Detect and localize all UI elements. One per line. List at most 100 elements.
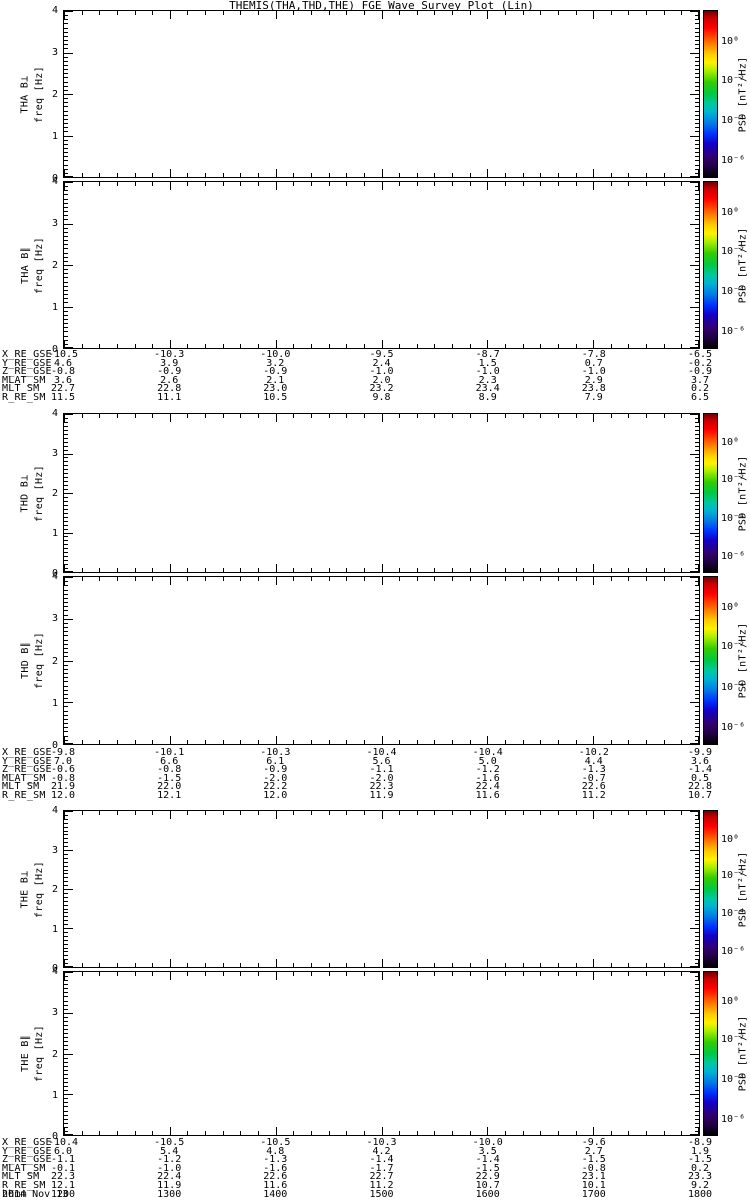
- y-axis-tick: [695, 1062, 699, 1063]
- y-axis-tick: [695, 240, 699, 241]
- y-axis-tick: [64, 533, 73, 534]
- freq-axis-label: freq [Hz]: [32, 413, 46, 573]
- y-axis-tick: [64, 438, 68, 439]
- x-axis-tick: [576, 1131, 577, 1135]
- freq-axis-text: freq [Hz]: [33, 464, 45, 522]
- x-axis-tick: [364, 811, 365, 815]
- y-axis-tick: [64, 23, 68, 24]
- x-axis-tick: [152, 740, 153, 744]
- y-axis-tick: [64, 635, 68, 636]
- x-axis-tick: [505, 414, 506, 418]
- y-axis-tick: [690, 1054, 699, 1055]
- x-axis-tick: [170, 182, 171, 190]
- y-axis-tick: [64, 681, 68, 682]
- y-axis-tick: [695, 590, 699, 591]
- x-axis-tick: [664, 740, 665, 744]
- panel-name-text: THD B∥: [19, 642, 31, 679]
- x-axis-tick: [223, 972, 224, 976]
- panel-name-label: THD B∥: [18, 576, 32, 745]
- y-axis-tick: [695, 340, 699, 341]
- y-axis-tick: [690, 966, 699, 967]
- y-axis-tick: [64, 736, 68, 737]
- colorbar-tick-label: 10⁰: [721, 834, 740, 846]
- x-axis-tick: [152, 811, 153, 815]
- x-axis-tick: [329, 811, 330, 815]
- x-axis-tick: [364, 740, 365, 744]
- x-axis-tick: [364, 577, 365, 581]
- x-axis-tick: [576, 811, 577, 815]
- spectrogram-panel-1-1: [63, 576, 700, 745]
- ephemeris-value: -1.5: [581, 1154, 606, 1166]
- y-axis-tick: [695, 1049, 699, 1050]
- x-axis-tick: [293, 11, 294, 15]
- y-axis-tick: [64, 1005, 68, 1006]
- x-axis-tick: [276, 182, 277, 190]
- x-axis-tick: [293, 972, 294, 976]
- y-axis-tick: [64, 302, 68, 303]
- x-axis-tick: [611, 740, 612, 744]
- ephemeris-row-label: MLT_SM: [2, 781, 40, 793]
- x-axis-tick: [364, 1131, 365, 1135]
- x-axis-tick: [523, 577, 524, 581]
- ephemeris-value: 5.6: [372, 755, 391, 767]
- x-axis-tick: [523, 414, 524, 418]
- x-axis-tick: [135, 577, 136, 581]
- y-axis-tick: [695, 1123, 699, 1124]
- y-axis-tick: [64, 513, 68, 514]
- y-axis-tick: [695, 901, 699, 902]
- y-axis-tick: [64, 219, 68, 220]
- x-axis-tick: [523, 568, 524, 572]
- ephemeris-value: -0.6: [50, 764, 76, 776]
- x-axis-tick: [223, 1131, 224, 1135]
- x-axis-tick: [399, 577, 400, 581]
- y-axis-tick: [64, 1078, 68, 1079]
- y-axis-tick: [695, 854, 699, 855]
- y-axis-tick: [695, 598, 699, 599]
- ephemeris-value: 23.3: [687, 1171, 713, 1183]
- y-tick-label: 1: [51, 131, 58, 142]
- x-axis-tick: [346, 577, 347, 581]
- ephemeris-value: 23.0: [263, 383, 288, 395]
- y-axis-tick: [64, 932, 68, 933]
- y-axis-tick: [64, 244, 68, 245]
- x-axis-tick: [346, 11, 347, 15]
- y-tick-label: 4: [51, 176, 58, 187]
- ephemeris-value: 23.8: [581, 383, 606, 395]
- y-axis-tick: [64, 11, 73, 12]
- y-axis-tick: [695, 44, 699, 45]
- y-tick-label: 3: [51, 47, 58, 58]
- y-axis-tick: [64, 1102, 68, 1103]
- x-axis-tick: [117, 568, 118, 572]
- y-axis-tick: [690, 577, 699, 578]
- y-axis-tick: [64, 743, 73, 744]
- y-axis-tick: [64, 298, 68, 299]
- y-axis-tick: [695, 327, 699, 328]
- x-axis-tick: [611, 963, 612, 967]
- y-axis-tick: [64, 951, 68, 952]
- x-axis-tick: [99, 568, 100, 572]
- y-axis-tick: [695, 944, 699, 945]
- y-axis-tick: [695, 690, 699, 691]
- x-axis-tick: [664, 811, 665, 815]
- x-axis-tick: [152, 173, 153, 177]
- x-axis-tick: [628, 568, 629, 572]
- x-axis-tick: [223, 740, 224, 744]
- y-axis-tick: [690, 928, 699, 929]
- ephemeris-value: 21.9: [50, 781, 76, 793]
- x-axis-tick: [681, 344, 682, 348]
- y-axis-tick: [695, 736, 699, 737]
- x-axis-tick: [311, 11, 312, 15]
- x-axis-tick: [540, 344, 541, 348]
- y-axis-tick: [695, 73, 699, 74]
- panel-name-label: THE B⊥: [18, 810, 32, 968]
- y-axis-tick: [64, 1001, 68, 1002]
- y-axis-tick: [695, 86, 699, 87]
- x-axis-tick: [576, 414, 577, 418]
- ephemeris-value: 22.3: [50, 1171, 76, 1183]
- ephemeris-value: 10.7: [687, 790, 713, 801]
- y-axis-tick: [695, 686, 699, 687]
- y-axis-tick: [695, 1102, 699, 1103]
- colorbar-tick-label: 10⁻²: [721, 640, 746, 652]
- ephemeris-row-label: Z_RE_GSE: [2, 1154, 52, 1166]
- x-axis-tick: [82, 1131, 83, 1135]
